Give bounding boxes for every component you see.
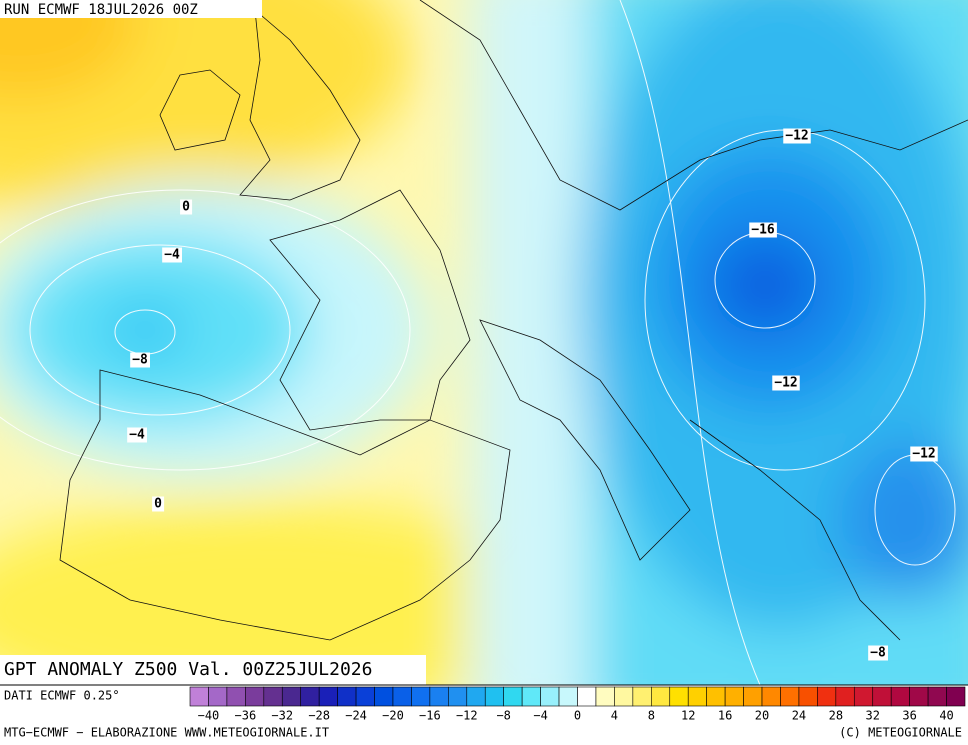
colorbar-swatch bbox=[780, 686, 800, 707]
credit: MTG−ECMWF − ELABORAZIONE WWW.METEOGIORNA… bbox=[4, 726, 329, 740]
colorbar-swatch bbox=[724, 686, 744, 707]
contour-label: −4 bbox=[129, 428, 145, 443]
contour-label-box bbox=[127, 427, 147, 443]
contour-label-box bbox=[152, 496, 165, 512]
source: DATI ECMWF 0.25° bbox=[4, 689, 120, 703]
colorbar-swatch bbox=[484, 686, 504, 707]
colorbar-swatch bbox=[429, 686, 449, 707]
colorbar-swatch bbox=[448, 686, 468, 707]
contour-label: −12 bbox=[785, 129, 808, 144]
colorbar-swatch bbox=[503, 686, 523, 707]
colorbar-label: −12 bbox=[456, 709, 478, 723]
contour-label-box bbox=[772, 375, 800, 391]
title-box bbox=[0, 655, 426, 685]
colorbar-swatch bbox=[706, 686, 726, 707]
contour-label: −16 bbox=[751, 223, 775, 238]
colorbar-swatch bbox=[521, 686, 541, 707]
contour-label-box bbox=[868, 645, 888, 661]
colorbar-label: 20 bbox=[755, 709, 769, 723]
colorbar-swatch bbox=[614, 686, 634, 707]
colorbar-label: −8 bbox=[496, 709, 510, 723]
colorbar-swatch bbox=[374, 686, 394, 707]
colorbar-swatch bbox=[189, 686, 209, 707]
colorbar-swatch bbox=[226, 686, 246, 707]
colorbar-swatch bbox=[743, 686, 763, 707]
contour-label-box bbox=[910, 446, 938, 462]
colorbar-swatch bbox=[927, 686, 947, 707]
copyright: (C) METEOGIORNALE bbox=[839, 726, 962, 740]
colorbar-label: −4 bbox=[533, 709, 547, 723]
contour-label: 0 bbox=[154, 497, 162, 512]
colorbar-swatch bbox=[411, 686, 431, 707]
colorbar-swatch bbox=[632, 686, 652, 707]
colorbar-label: 0 bbox=[574, 709, 581, 723]
header-box bbox=[0, 0, 262, 18]
colorbar-swatch bbox=[300, 686, 320, 707]
colorbar-swatch bbox=[595, 686, 615, 707]
colorbar-label: −24 bbox=[345, 709, 367, 723]
colorbar-label: 40 bbox=[939, 709, 953, 723]
colorbar-swatch bbox=[853, 686, 874, 707]
colorbar-swatch bbox=[687, 686, 707, 707]
colorbar-label: 24 bbox=[792, 709, 806, 723]
colorbar-swatch bbox=[263, 686, 283, 707]
colorbar-label: −20 bbox=[382, 709, 404, 723]
colorbar-swatch bbox=[946, 686, 966, 707]
colorbar-swatch bbox=[281, 686, 302, 707]
colorbar-swatch bbox=[392, 686, 412, 707]
contour-label: 0 bbox=[182, 200, 190, 215]
colorbar-swatch bbox=[798, 686, 818, 707]
contour-label: −12 bbox=[774, 376, 797, 391]
contour-label: −4 bbox=[164, 248, 180, 263]
colorbar-label: −32 bbox=[271, 709, 293, 723]
contour-label-box bbox=[130, 352, 150, 368]
colorbar-swatch bbox=[817, 686, 837, 707]
colorbar-swatch bbox=[558, 686, 578, 707]
contour-labels: 0 −4 −8 −4 0 −12 −16 −12 −12 −8 bbox=[127, 128, 938, 661]
colorbar-label: 16 bbox=[718, 709, 732, 723]
run-label: RUN ECMWF 18JUL2026 00Z bbox=[4, 2, 198, 18]
colorbar-swatch bbox=[337, 686, 357, 707]
contour-label-box bbox=[783, 128, 811, 144]
colorbar-swatch bbox=[669, 686, 689, 707]
contour-label: −8 bbox=[870, 646, 886, 661]
colorbar-swatch bbox=[355, 686, 375, 707]
colorbar-label: −28 bbox=[308, 709, 330, 723]
colorbar-swatch bbox=[651, 686, 671, 707]
contour-label-box bbox=[749, 222, 777, 238]
colorbar-swatch bbox=[318, 686, 338, 707]
colorbar-label: 32 bbox=[866, 709, 880, 723]
colorbar-label: 36 bbox=[902, 709, 916, 723]
colorbar-swatch bbox=[909, 686, 929, 707]
colorbar-swatch bbox=[577, 686, 597, 707]
colorbar-label: −16 bbox=[419, 709, 441, 723]
colorbar-swatch bbox=[835, 686, 855, 707]
colorbar-swatch bbox=[245, 686, 265, 707]
contour-label-box bbox=[180, 199, 193, 215]
colorbar-label: −36 bbox=[235, 709, 257, 723]
contour-label-box bbox=[162, 247, 182, 263]
colorbar-label: 12 bbox=[681, 709, 695, 723]
colorbar-label: 28 bbox=[829, 709, 843, 723]
colorbar-swatch bbox=[872, 686, 892, 707]
colorbar-swatch bbox=[466, 686, 486, 707]
colorbar-label: 8 bbox=[648, 709, 655, 723]
colorbar-label: 4 bbox=[611, 709, 618, 723]
contour-label: −8 bbox=[132, 353, 148, 368]
map-title: GPT ANOMALY Z500 Val. 00Z25JUL2026 bbox=[4, 659, 372, 680]
colorbar-swatch bbox=[208, 686, 228, 707]
colorbar: −40 −36 −32 −28 −24 −20 −16 −12 −8 −4 0 4 8 12 16 20 24 2… bbox=[189, 686, 966, 723]
colorbar-label: −40 bbox=[198, 709, 220, 723]
colorbar-swatch bbox=[890, 686, 910, 707]
colorbar-swatch bbox=[540, 686, 560, 707]
contour-label: −12 bbox=[912, 447, 935, 462]
colorbar-swatch bbox=[761, 686, 781, 707]
